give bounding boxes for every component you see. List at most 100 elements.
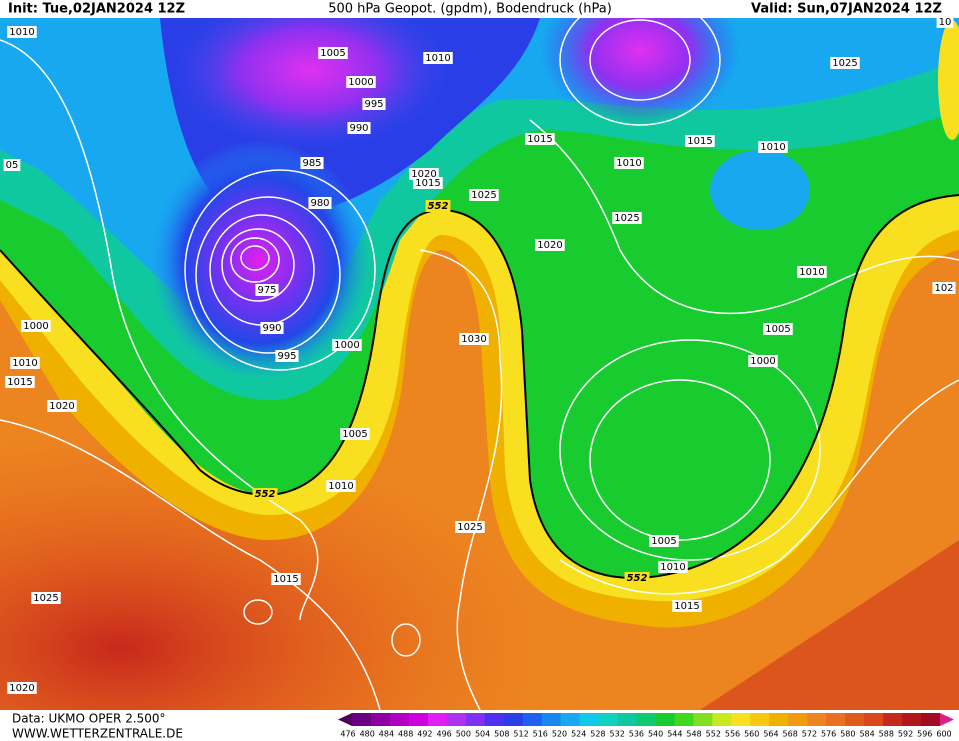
colorbar-swatch <box>617 713 638 726</box>
isobar-label-box <box>936 16 954 28</box>
colorbar-label: 512 <box>513 730 528 739</box>
isobar-label-box <box>3 159 21 171</box>
isobar-label: 1010 <box>760 142 785 153</box>
colorbar-label: 496 <box>436 730 451 739</box>
colorbar-swatch <box>845 713 865 726</box>
valid-label: Valid: Sun,07JAN2024 12Z <box>751 2 942 17</box>
isobar-label: 1025 <box>457 522 482 533</box>
colorbar-label: 548 <box>686 730 701 739</box>
contour-label: 552 <box>627 573 648 584</box>
isobar-label: 1015 <box>415 178 440 189</box>
colorbar-swatch <box>750 713 770 726</box>
isobar-label-box <box>47 400 77 412</box>
isobar-label: 1015 <box>273 574 298 585</box>
colorbar-swatch <box>712 713 732 726</box>
colorbar-swatch <box>826 713 846 726</box>
isobar-label-box <box>308 197 332 209</box>
colorbar-label: 476 <box>340 730 355 739</box>
isobar-label-box <box>7 26 37 38</box>
isobar-label-box <box>7 682 37 694</box>
colorbar-label: 580 <box>840 730 855 739</box>
colorbar-label: 568 <box>783 730 798 739</box>
isobar-label-box <box>459 333 489 345</box>
colorbar-label: 552 <box>706 730 721 739</box>
isobar-label-box <box>346 76 376 88</box>
colorbar-swatch <box>807 713 827 726</box>
colorbar-label: 480 <box>360 730 375 739</box>
colorbar-swatch <box>579 713 600 726</box>
colorbar-swatch <box>883 713 903 726</box>
colorbar-label: 520 <box>552 730 567 739</box>
colorbar-label: 484 <box>379 730 394 739</box>
website: WWW.WETTERZENTRALE.DE <box>12 727 183 741</box>
header-band <box>0 0 959 18</box>
colorbar-label: 564 <box>763 730 778 739</box>
colorbar-label: 516 <box>533 730 548 739</box>
colorbar: 476 480 484 488 492 496 500 504 508 512 516 520 524 5… <box>338 713 954 739</box>
colorbar-label: 592 <box>898 730 913 739</box>
yellow-edge <box>938 20 959 140</box>
isobar-label: 990 <box>262 323 281 334</box>
isobar-label: 1000 <box>750 356 775 367</box>
isobar-label: 1020 <box>49 401 74 412</box>
colorbar-swatch <box>541 713 562 726</box>
isobar-label-box <box>763 323 793 335</box>
colorbar-label: 488 <box>398 730 413 739</box>
isobar-label: 980 <box>310 198 329 209</box>
colorbar-swatch <box>503 713 524 726</box>
colorbar-arrow-high <box>940 713 954 726</box>
colorbar-swatch <box>769 713 789 726</box>
isobar-label-box <box>5 376 35 388</box>
isobar-label-box <box>255 284 279 296</box>
contour-label-box <box>624 572 650 584</box>
isobar-label: 1010 <box>12 358 37 369</box>
cyan-blob <box>710 150 810 230</box>
isobar-label-box <box>332 339 362 351</box>
isobar-label-box <box>362 98 386 110</box>
colorbar-swatch <box>598 713 619 726</box>
colorbar-swatch <box>655 713 675 726</box>
isobar-label: 1000 <box>334 340 359 351</box>
isobar-label-box <box>340 428 370 440</box>
isobar-label-box <box>10 357 40 369</box>
isobar-label: 1010 <box>425 53 450 64</box>
isobar-label-box <box>347 122 371 134</box>
colorbar-swatch <box>465 713 486 726</box>
isobar-label: 985 <box>302 158 321 169</box>
colorbar-label: 492 <box>417 730 432 739</box>
isobar-label: 1010 <box>660 562 685 573</box>
colorbar-swatch <box>693 713 713 726</box>
colorbar-swatch <box>788 713 808 726</box>
colorbar-label: 540 <box>648 730 663 739</box>
isobar-label-box <box>21 320 51 332</box>
purple-north <box>170 18 450 150</box>
hot-area-east <box>700 540 959 710</box>
colorbar-swatch <box>484 713 505 726</box>
colorbar-label: 536 <box>629 730 644 739</box>
isobar-label: 1005 <box>320 48 345 59</box>
colorbar-label: 596 <box>917 730 932 739</box>
contour-label-box <box>425 200 451 212</box>
isobar-label: 1000 <box>348 77 373 88</box>
isobar-label-box <box>830 57 860 69</box>
isobar-label: 1025 <box>471 190 496 201</box>
colorbar-swatch <box>427 713 448 726</box>
colorbar-arrow-low <box>338 713 352 726</box>
isobar-label-box <box>413 177 443 189</box>
colorbar-label: 576 <box>821 730 836 739</box>
colorbar-label: 524 <box>571 730 586 739</box>
isobar-label-box <box>275 350 299 362</box>
colorbar-swatch <box>370 713 391 726</box>
isobar-label: 1005 <box>651 536 676 547</box>
isobar-label: 1015 <box>527 134 552 145</box>
contour-552 <box>0 194 959 580</box>
isobar-label-box <box>797 266 827 278</box>
colorbar-swatch <box>731 713 751 726</box>
isobar-label: 1000 <box>23 321 48 332</box>
isobar-label: 1010 <box>616 158 641 169</box>
isobar-label: 1015 <box>7 377 32 388</box>
isobar-label-box <box>469 189 499 201</box>
